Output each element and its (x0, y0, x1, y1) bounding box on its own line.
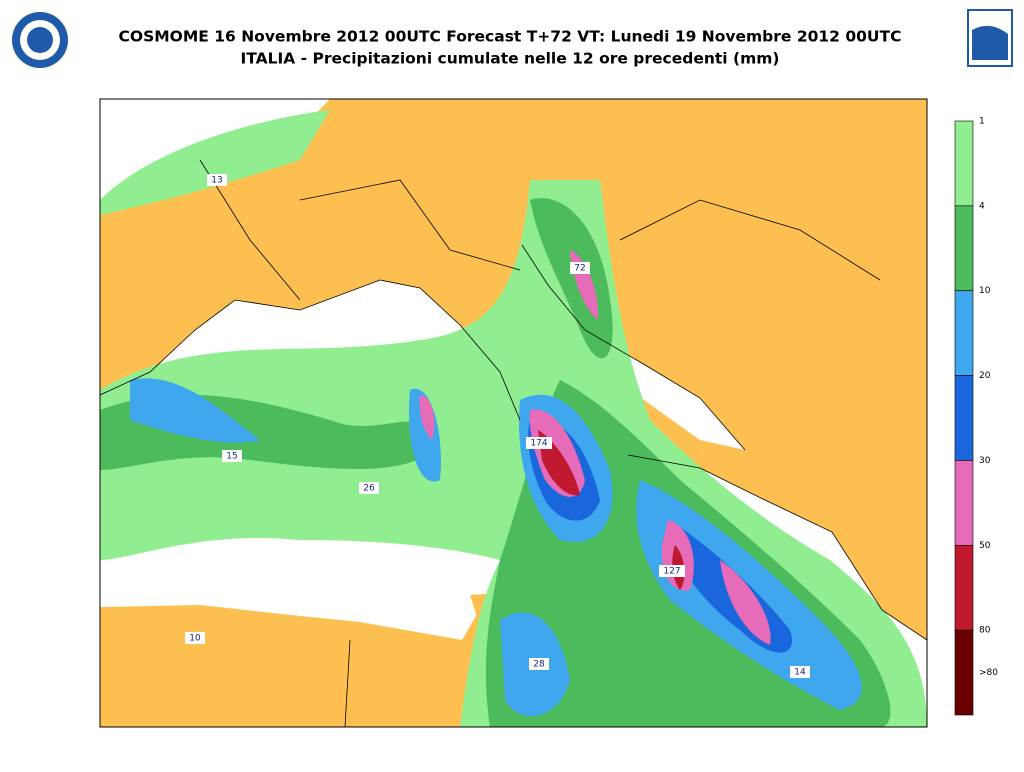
point-label: 10 (189, 634, 201, 644)
precipitation-shape (528, 418, 792, 653)
colorbar-band (954, 544, 974, 631)
page-shape-shape-shape (526, 437, 552, 449)
logo-left (12, 12, 68, 68)
colorbar-label: >80 (979, 668, 998, 678)
point-label: 127 (663, 567, 680, 577)
page-shape-shape-shape (790, 666, 810, 678)
page-shape-shape-shape (570, 262, 590, 274)
colorbar-band (954, 375, 974, 461)
point-label: 28 (533, 660, 545, 670)
point-label: 174 (530, 439, 547, 449)
subtitle: ITALIA - Precipitazioni cumulate nelle 1… (241, 50, 780, 68)
logo-right-shape (972, 25, 1008, 60)
colorbar-band (954, 120, 974, 207)
page-shape-shape: 72 (570, 262, 590, 274)
colorbar-band (954, 629, 974, 716)
colorbar-band (954, 205, 974, 292)
colorbar-label: 1 (979, 117, 985, 127)
map-shape-shape (522, 245, 745, 450)
page-shape: 13 72 174 15 26 127 10 28 14 (185, 174, 810, 678)
page-shape-shape-shape (222, 450, 242, 462)
page-shape-shape-shape (659, 565, 685, 577)
point-label: 15 (226, 452, 237, 462)
precipitation-shape (419, 250, 771, 645)
precipitation-shape (538, 430, 685, 590)
page-shape-shape: 26 (359, 482, 379, 494)
colorbar-label: 4 (979, 201, 985, 211)
colorbar-band (954, 460, 974, 546)
page-shape-shape: 15 (222, 450, 242, 462)
title: COSMOME 16 Novembre 2012 00UTC Forecast … (119, 28, 902, 46)
map-frame (99, 98, 928, 728)
colorbar-label: 10 (979, 286, 991, 296)
logo-right (967, 9, 1013, 67)
point-label: 72 (574, 264, 585, 274)
page-shape-shape: 10 (185, 632, 205, 644)
colorbar-label: 50 (979, 541, 991, 551)
page-shape-shape: 28 (529, 658, 549, 670)
colorbar-band (954, 290, 974, 376)
logo-left-shape (27, 27, 53, 53)
point-label: 26 (363, 484, 375, 494)
map (100, 99, 927, 727)
colorbar-label: 20 (979, 371, 991, 381)
page-shape-shape: 174 (526, 437, 552, 449)
page-shape-shape-shape (359, 482, 379, 494)
colorbar: 1 4 10 20 30 50 80 >80 (954, 117, 998, 716)
colorbar-label: 80 (979, 626, 991, 636)
borders (100, 159, 927, 727)
precipitation-shape (100, 110, 330, 215)
page-shape-shape-shape (529, 658, 549, 670)
precipitation-shape (130, 378, 862, 717)
page-shape-shape: 14 (790, 666, 810, 678)
point-label: 13 (211, 176, 222, 186)
point-label: 14 (794, 668, 806, 678)
page-shape-shape-shape (185, 632, 205, 644)
page-shape-shape: 13 (207, 174, 227, 186)
precipitation (100, 110, 927, 727)
page-shape-shape: 127 (659, 565, 685, 577)
page-shape-shape-shape (207, 174, 227, 186)
colorbar-label: 30 (979, 456, 991, 466)
